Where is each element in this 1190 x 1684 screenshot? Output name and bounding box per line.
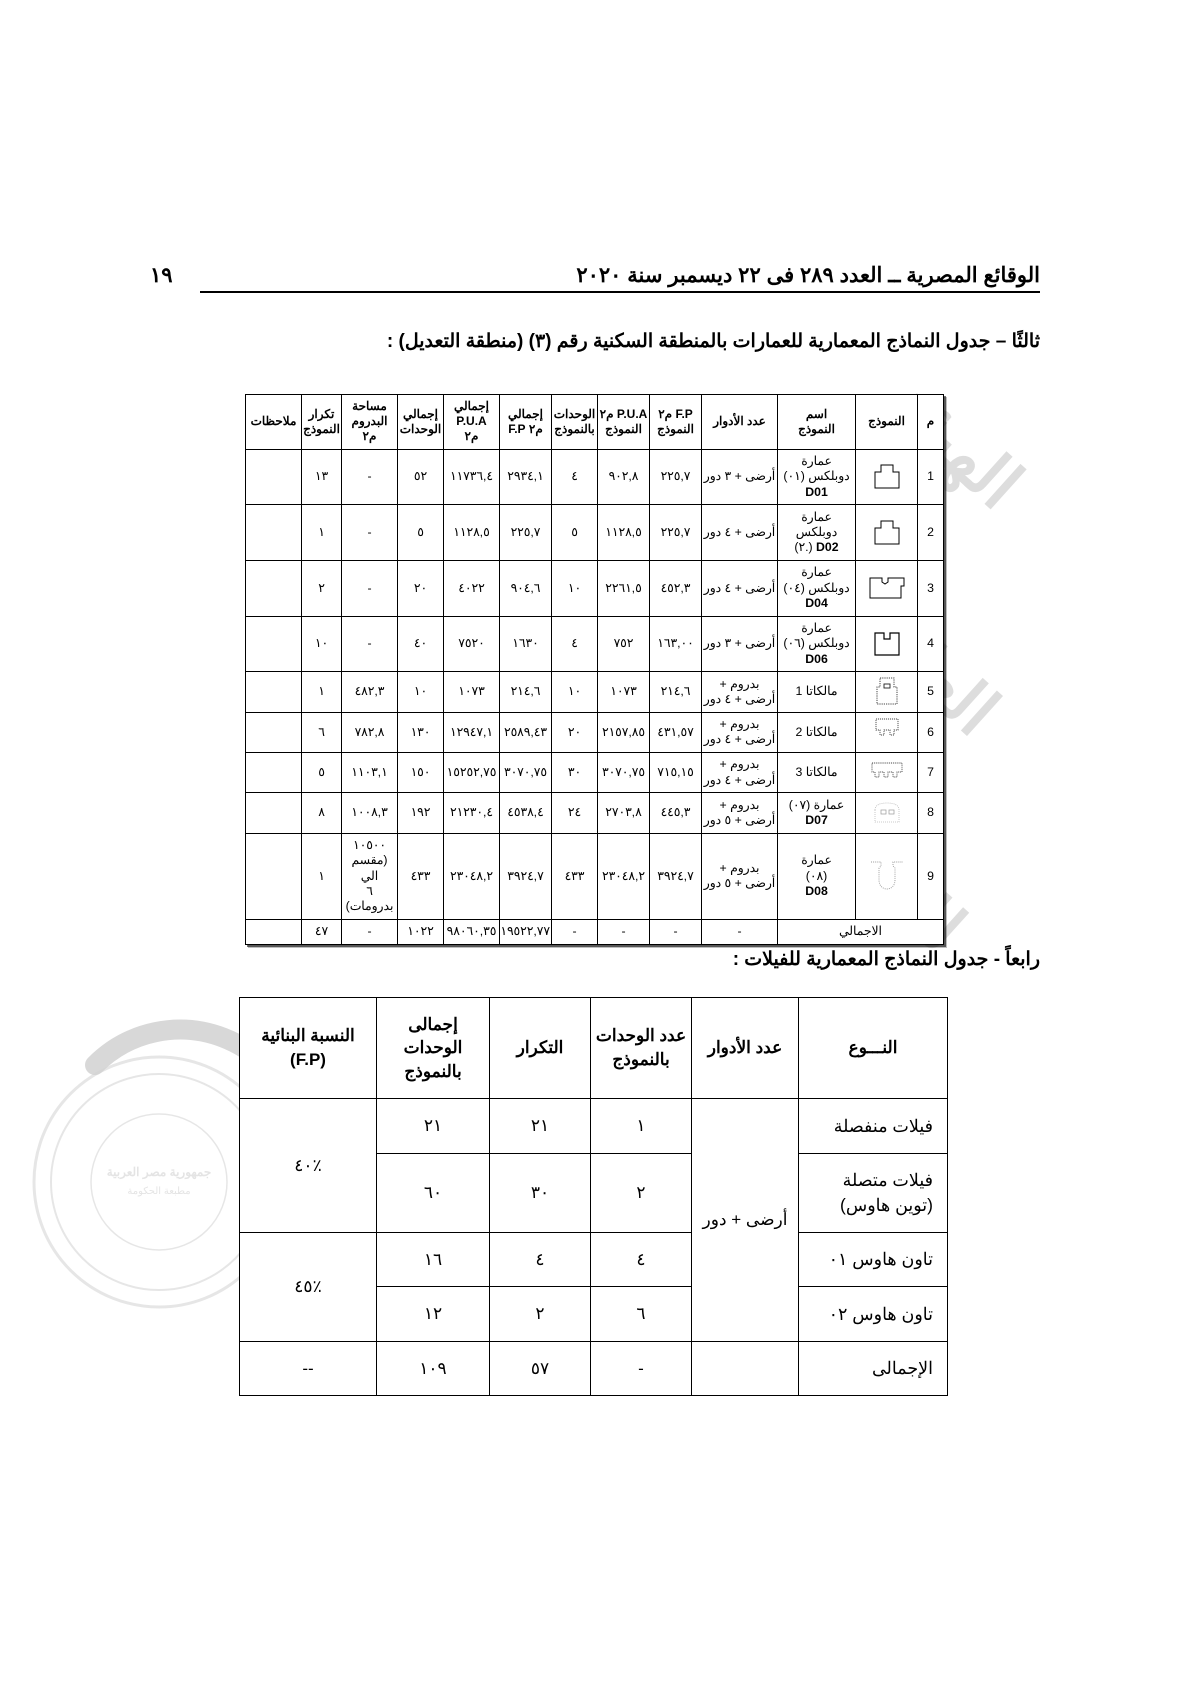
- svg-text:مطبعة الحكومة: مطبعة الحكومة: [127, 1186, 190, 1197]
- svg-text:جمهورية مصر العربية: جمهورية مصر العربية: [107, 1165, 212, 1180]
